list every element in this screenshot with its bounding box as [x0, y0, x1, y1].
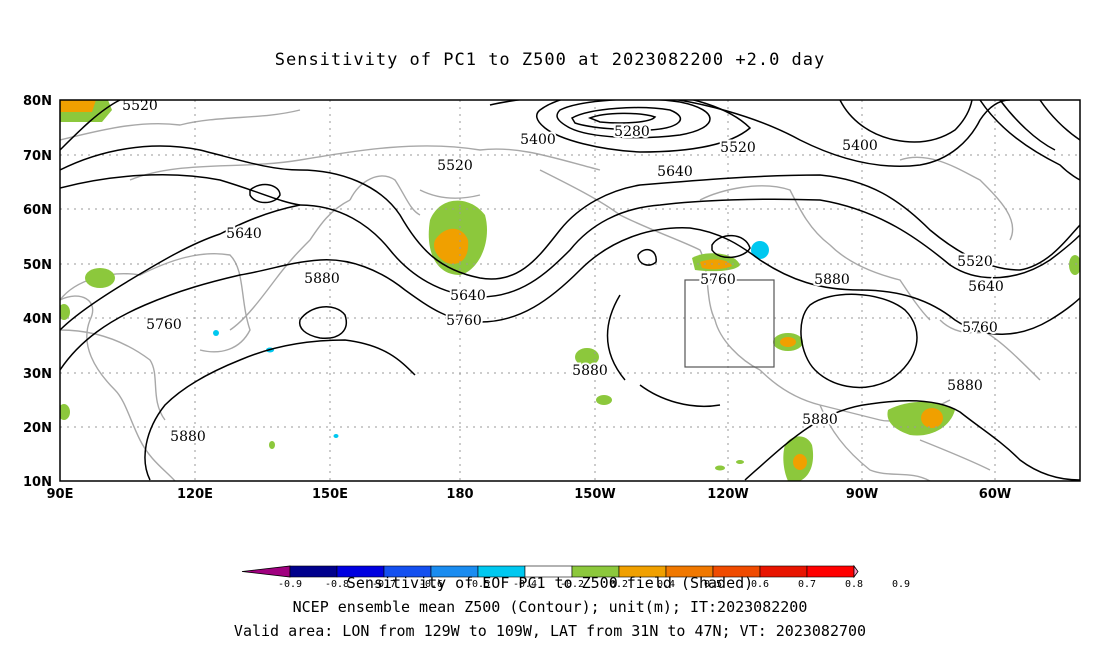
- contour-label: 5760: [146, 317, 182, 333]
- plot-title: Sensitivity of PC1 to Z500 at 2023082200…: [274, 50, 826, 70]
- lat-label: 50N: [23, 258, 52, 273]
- contour-label: 5880: [572, 363, 608, 379]
- contour-label: 5400: [842, 138, 878, 154]
- coastlines: [60, 109, 1041, 481]
- gridlines: [60, 100, 1080, 481]
- lon-label: 90W: [846, 487, 878, 502]
- contour-label: 5880: [802, 412, 838, 428]
- footer-line-2: NCEP ensemble mean Z500 (Contour); unit(…: [292, 598, 808, 616]
- colorbar-tick: 0.4: [657, 579, 675, 590]
- colorbar-tick: 0.9: [892, 579, 910, 590]
- contour-label: 5640: [968, 279, 1004, 295]
- lon-label: 150W: [574, 487, 615, 502]
- colorbar-tick: 0.2: [610, 579, 628, 590]
- longitude-labels: 90E 120E 150E 180 150W 120W 90W 60W: [47, 487, 1012, 502]
- colorbar-tick: 0.6: [751, 579, 769, 590]
- map-frame: [59, 99, 1081, 482]
- lon-label: 180: [446, 487, 473, 502]
- contour-label: 5520: [957, 254, 993, 270]
- contour-label: 5640: [657, 164, 693, 180]
- contour-label: 5760: [446, 313, 482, 329]
- colorbar-tick: -0.8: [325, 579, 349, 590]
- contour-label: 5640: [226, 226, 262, 242]
- colorbar-high-arrow: [853, 564, 859, 579]
- colorbar: -0.9 -0.8 -0.7 -0.6 -0.5 -0.4 -0.2 0.2 0.4 0.5 0.6…: [241, 564, 910, 590]
- lat-label: 20N: [23, 421, 52, 436]
- lon-label: 120W: [707, 487, 748, 502]
- contour-label: 5520: [720, 140, 756, 156]
- lon-label: 60W: [979, 487, 1011, 502]
- valid-area-box: [684, 279, 775, 368]
- colorbar-tick: -0.7: [372, 579, 396, 590]
- contour-label: 5520: [437, 158, 473, 174]
- footer-line-1: Sensitivity of EOF PC1 to Z500 field (Sh…: [346, 574, 754, 592]
- contour-label: 5880: [304, 271, 340, 287]
- lat-label: 60N: [23, 203, 52, 218]
- lat-label: 70N: [23, 149, 52, 164]
- lat-label: 40N: [23, 312, 52, 327]
- contour-label: 5520: [122, 98, 158, 114]
- contour-label: 5280: [614, 124, 650, 140]
- colorbar-tick: 0.8: [845, 579, 863, 590]
- lon-label: 90E: [47, 487, 74, 502]
- latitude-labels: 80N 70N 60N 50N 40N 30N 20N 10N: [23, 94, 52, 490]
- contour-label: 5880: [170, 429, 206, 445]
- z500-contours: [60, 100, 1080, 481]
- contour-label: 5760: [962, 320, 998, 336]
- contour-label: 5640: [450, 288, 486, 304]
- contour-label: 5880: [947, 378, 983, 394]
- colorbar-tick: -0.9: [278, 579, 302, 590]
- lat-label: 10N: [23, 475, 52, 490]
- colorbar-tick: 0.5: [704, 579, 722, 590]
- colorbar-tick: 0.7: [798, 579, 816, 590]
- colorbar-tick: -0.4: [513, 579, 537, 590]
- lat-label: 30N: [23, 367, 52, 382]
- colorbar-tick: -0.6: [419, 579, 443, 590]
- colorbar-tick: -0.5: [466, 579, 490, 590]
- contour-label: 5880: [814, 272, 850, 288]
- footer-line-3: Valid area: LON from 129W to 109W, LAT f…: [233, 622, 867, 640]
- contour-label: 5760: [700, 272, 736, 288]
- shaded-sensitivity: [60, 100, 1080, 481]
- lon-label: 150E: [312, 487, 348, 502]
- colorbar-tick: -0.2: [560, 579, 584, 590]
- contour-label: 5400: [520, 132, 556, 148]
- lon-label: 120E: [177, 487, 213, 502]
- lat-label: 80N: [23, 94, 52, 109]
- contour-labels: 5520 5280 5400 5520 5520 5400 5640 5640 5520 5880…: [120, 98, 1006, 447]
